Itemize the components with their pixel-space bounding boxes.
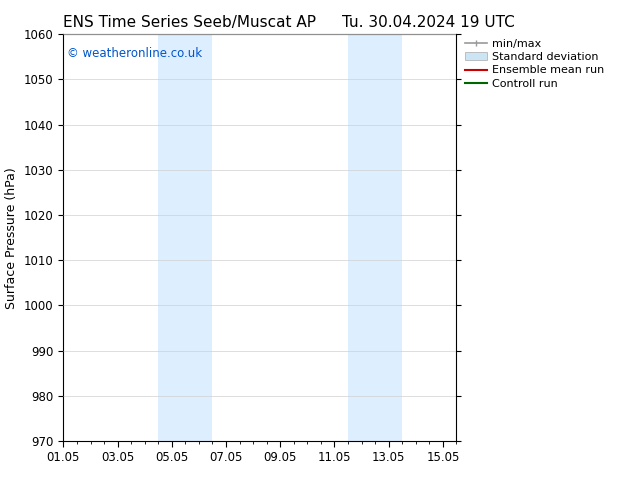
Bar [158, 34, 212, 441]
Y-axis label: Surface Pressure (hPa): Surface Pressure (hPa) [5, 167, 18, 309]
Text: ENS Time Series Seeb/Muscat AP: ENS Time Series Seeb/Muscat AP [63, 15, 316, 30]
Text: Tu. 30.04.2024 19 UTC: Tu. 30.04.2024 19 UTC [342, 15, 515, 30]
Text: © weatheronline.co.uk: © weatheronline.co.uk [67, 47, 202, 59]
Legend: min/max, Standard deviation, Ensemble mean run, Controll run: min/max, Standard deviation, Ensemble me… [460, 34, 608, 93]
Bar [348, 34, 402, 441]
